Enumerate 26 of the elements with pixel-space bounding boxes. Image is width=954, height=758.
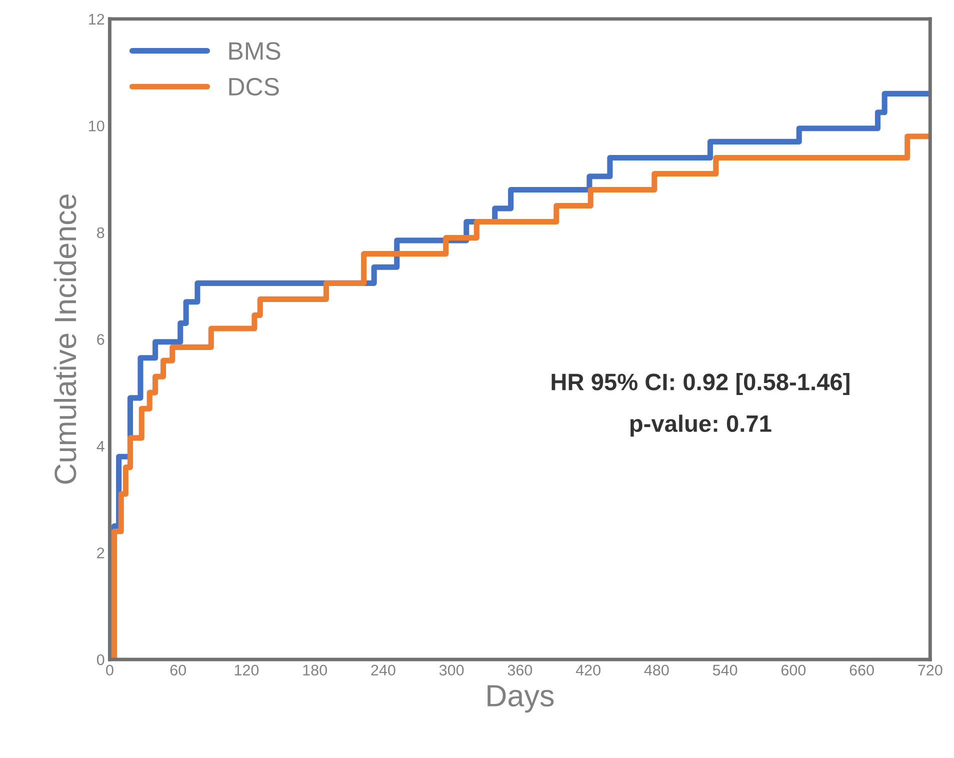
y-tick-label: 10 <box>89 120 104 132</box>
x-tick-label: 540 <box>712 664 738 676</box>
y-tick-label: 4 <box>96 440 104 452</box>
x-tick-label: 660 <box>850 664 874 676</box>
x-tick-label: 180 <box>303 664 327 676</box>
y-tick-label: 12 <box>89 14 104 24</box>
x-tick-label: 120 <box>234 664 259 676</box>
x-tick-label: 360 <box>508 664 532 676</box>
x-tick-label: 300 <box>439 664 464 676</box>
y-tick-label: 0 <box>96 654 104 666</box>
x-tick-label: 0 <box>106 664 114 676</box>
x-axis-title: Days <box>488 685 554 713</box>
annotation: p-value: 0.71 <box>630 414 772 437</box>
x-tick-label: 720 <box>918 664 942 676</box>
x-tick-label: 600 <box>781 664 806 676</box>
y-tick-label: 8 <box>97 227 104 238</box>
annotation: HR 95% CI: 0.92 [0.58-1.46] <box>552 373 850 396</box>
legend-label: BMS <box>229 42 280 60</box>
y-tick-label: 2 <box>97 548 104 558</box>
y-tick-label: 6 <box>97 334 104 345</box>
x-tick-label: 240 <box>371 664 396 676</box>
x-tick-label: 420 <box>576 664 600 676</box>
x-tick-label: 60 <box>170 664 186 676</box>
y-axis-title: Cumulative Incidence <box>54 194 76 484</box>
legend-label: DCS <box>229 78 279 96</box>
x-tick-label: 480 <box>644 664 669 676</box>
